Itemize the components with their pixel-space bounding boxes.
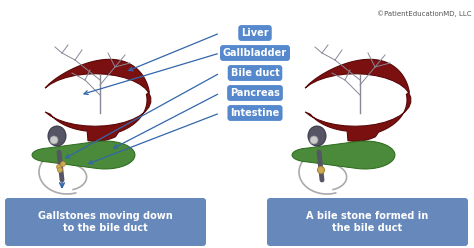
Text: A bile stone formed in
the bile duct: A bile stone formed in the bile duct xyxy=(306,211,428,233)
Polygon shape xyxy=(45,59,151,141)
Ellipse shape xyxy=(50,136,58,144)
Text: Gallbladder: Gallbladder xyxy=(223,48,287,58)
Ellipse shape xyxy=(318,166,325,174)
Ellipse shape xyxy=(48,126,66,146)
Ellipse shape xyxy=(61,161,65,166)
Polygon shape xyxy=(292,141,395,169)
Ellipse shape xyxy=(56,164,62,169)
Text: Pancreas: Pancreas xyxy=(230,88,280,98)
Ellipse shape xyxy=(308,126,326,146)
Text: Intestine: Intestine xyxy=(230,108,280,118)
Polygon shape xyxy=(32,141,135,169)
Text: Bile duct: Bile duct xyxy=(231,68,279,78)
Text: Gallstones moving down
to the bile duct: Gallstones moving down to the bile duct xyxy=(37,211,173,233)
Polygon shape xyxy=(305,59,411,141)
FancyBboxPatch shape xyxy=(5,198,206,246)
Ellipse shape xyxy=(310,136,318,144)
Ellipse shape xyxy=(57,167,63,173)
Text: ©PatientEducationMD, LLC: ©PatientEducationMD, LLC xyxy=(377,10,472,17)
FancyBboxPatch shape xyxy=(267,198,468,246)
Text: Liver: Liver xyxy=(241,28,269,38)
